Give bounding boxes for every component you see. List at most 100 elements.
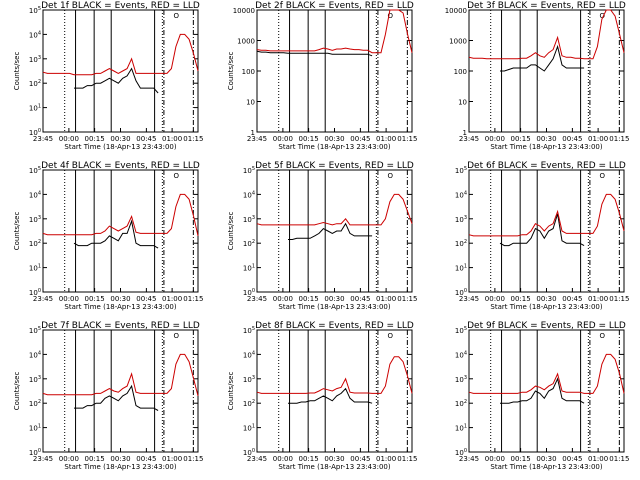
y-axis-label: Counts/sec — [13, 212, 21, 251]
lld-series-line — [468, 9, 625, 60]
x-tick-label: 00:30 — [536, 135, 556, 143]
plot-frame — [468, 169, 625, 293]
x-tick-label: 00:00 — [273, 295, 293, 303]
panel-title: Det 5f BLACK = Events, RED = LLD — [255, 161, 414, 171]
plot-frame — [42, 9, 199, 133]
x-tick-label: 23:45 — [33, 295, 53, 303]
y-tick-label: 101 — [455, 264, 467, 273]
x-tick-label: 23:45 — [459, 135, 479, 143]
plot-frame — [468, 329, 625, 453]
x-tick-label: 00:15 — [299, 455, 319, 463]
x-tick-label: 01:15 — [183, 295, 203, 303]
lld-series-line — [256, 9, 413, 54]
events-series-line — [256, 50, 373, 57]
x-tick-label: 00:30 — [536, 295, 556, 303]
plot-frame — [42, 169, 199, 293]
x-tick-label: 01:00 — [162, 135, 182, 143]
x-tick-label: 00:00 — [485, 455, 505, 463]
x-tick-label: 00:45 — [562, 135, 582, 143]
panel-1: Det 1f BLACK = Events, RED = LLD 100 101 10… — [13, 1, 203, 151]
panel-3: Det 3f BLACK = Events, RED = LLD 1 10 100 10… — [445, 1, 630, 151]
events-series-line — [499, 213, 585, 247]
y-tick-label: 104 — [29, 350, 41, 359]
y-tick-label: 100 — [242, 68, 255, 76]
x-axis-label: Start Time (18-Apr-13 23:43:00) — [490, 463, 602, 471]
y-tick-label: 102 — [455, 239, 467, 248]
x-tick-label: 00:45 — [350, 455, 370, 463]
y-tick-label: 1000 — [237, 38, 255, 46]
lld-series-line — [42, 193, 199, 237]
panel-8: Det 8f BLACK = Events, RED = LLD 100 101 10… — [227, 321, 417, 471]
y-tick-label: 102 — [243, 399, 255, 408]
y-tick-label: 1000 — [449, 38, 467, 46]
y-axis-label: Counts/sec — [227, 52, 235, 91]
x-tick-label: 00:15 — [85, 295, 105, 303]
panel-title: Det 3f BLACK = Events, RED = LLD — [467, 1, 626, 11]
plot-frame — [256, 329, 413, 453]
y-tick-label: 100 — [243, 448, 255, 457]
panel-title: Det 1f BLACK = Events, RED = LLD — [41, 1, 200, 11]
x-tick-label: 23:45 — [459, 455, 479, 463]
x-tick-label: 01:00 — [588, 295, 608, 303]
x-tick-label: 01:00 — [162, 295, 182, 303]
x-tick-label: 00:00 — [59, 295, 79, 303]
x-axis-label: Start Time (18-Apr-13 23:43:00) — [278, 463, 390, 471]
marker-glyph: O — [174, 332, 180, 340]
panel-title: Det 8f BLACK = Events, RED = LLD — [255, 321, 414, 331]
marker-glyph: O — [388, 12, 394, 20]
y-tick-label: 104 — [455, 190, 467, 199]
y-tick-label: 104 — [29, 30, 41, 39]
y-tick-label: 103 — [455, 215, 467, 224]
y-tick-label: 10 — [246, 99, 255, 107]
y-tick-label: 102 — [243, 239, 255, 248]
marker-glyph: O — [388, 332, 394, 340]
panel-title: Det 7f BLACK = Events, RED = LLD — [41, 321, 200, 331]
lld-series-line — [256, 193, 413, 226]
y-tick-label: 104 — [455, 350, 467, 359]
x-tick-label: 00:15 — [85, 455, 105, 463]
y-tick-label: 103 — [243, 375, 255, 384]
y-tick-label: 103 — [29, 215, 41, 224]
x-tick-label: 00:45 — [350, 295, 370, 303]
x-tick-label: 23:45 — [247, 295, 267, 303]
y-tick-label: 102 — [29, 239, 41, 248]
events-series-line — [288, 222, 373, 240]
plot-frame — [256, 169, 413, 293]
events-series-line — [74, 384, 159, 411]
x-tick-label: 01:15 — [609, 455, 629, 463]
x-tick-label: 00:45 — [136, 295, 156, 303]
y-tick-label: 103 — [29, 375, 41, 384]
x-axis-label: Start Time (18-Apr-13 23:43:00) — [64, 463, 176, 471]
marker-glyph: O — [600, 332, 606, 340]
y-tick-label: 105 — [455, 326, 467, 335]
x-tick-label: 00:30 — [324, 455, 344, 463]
y-axis-label: Counts/sec — [227, 372, 235, 411]
x-tick-label: 00:00 — [273, 135, 293, 143]
x-tick-label: 00:15 — [511, 135, 531, 143]
x-tick-label: 00:00 — [59, 455, 79, 463]
y-tick-label: 10000 — [233, 7, 255, 15]
x-tick-label: 00:45 — [350, 135, 370, 143]
y-tick-label: 103 — [243, 215, 255, 224]
panel-9: Det 9f BLACK = Events, RED = LLD 100 101 10… — [455, 321, 630, 471]
x-tick-label: 00:15 — [299, 295, 319, 303]
x-tick-label: 00:30 — [110, 455, 130, 463]
y-tick-label: 102 — [29, 399, 41, 408]
x-tick-label: 00:15 — [85, 135, 105, 143]
x-tick-label: 00:45 — [562, 295, 582, 303]
y-tick-label: 100 — [455, 288, 467, 297]
panel-title: Det 6f BLACK = Events, RED = LLD — [467, 161, 626, 171]
x-tick-label: 23:45 — [33, 135, 53, 143]
x-tick-label: 23:45 — [247, 135, 267, 143]
marker-glyph: O — [600, 172, 606, 180]
x-tick-label: 00:15 — [511, 295, 531, 303]
x-tick-label: 00:15 — [511, 455, 531, 463]
x-axis-label: Start Time (18-Apr-13 23:43:00) — [278, 303, 390, 311]
x-tick-label: 23:45 — [247, 455, 267, 463]
y-tick-label: 101 — [29, 104, 41, 113]
y-tick-label: 101 — [243, 424, 255, 433]
panel-4: Det 4f BLACK = Events, RED = LLD 100 101 10… — [13, 161, 203, 311]
y-tick-label: 104 — [243, 190, 255, 199]
panel-2: Det 2f BLACK = Events, RED = LLD 1 10 100 10… — [227, 1, 417, 151]
